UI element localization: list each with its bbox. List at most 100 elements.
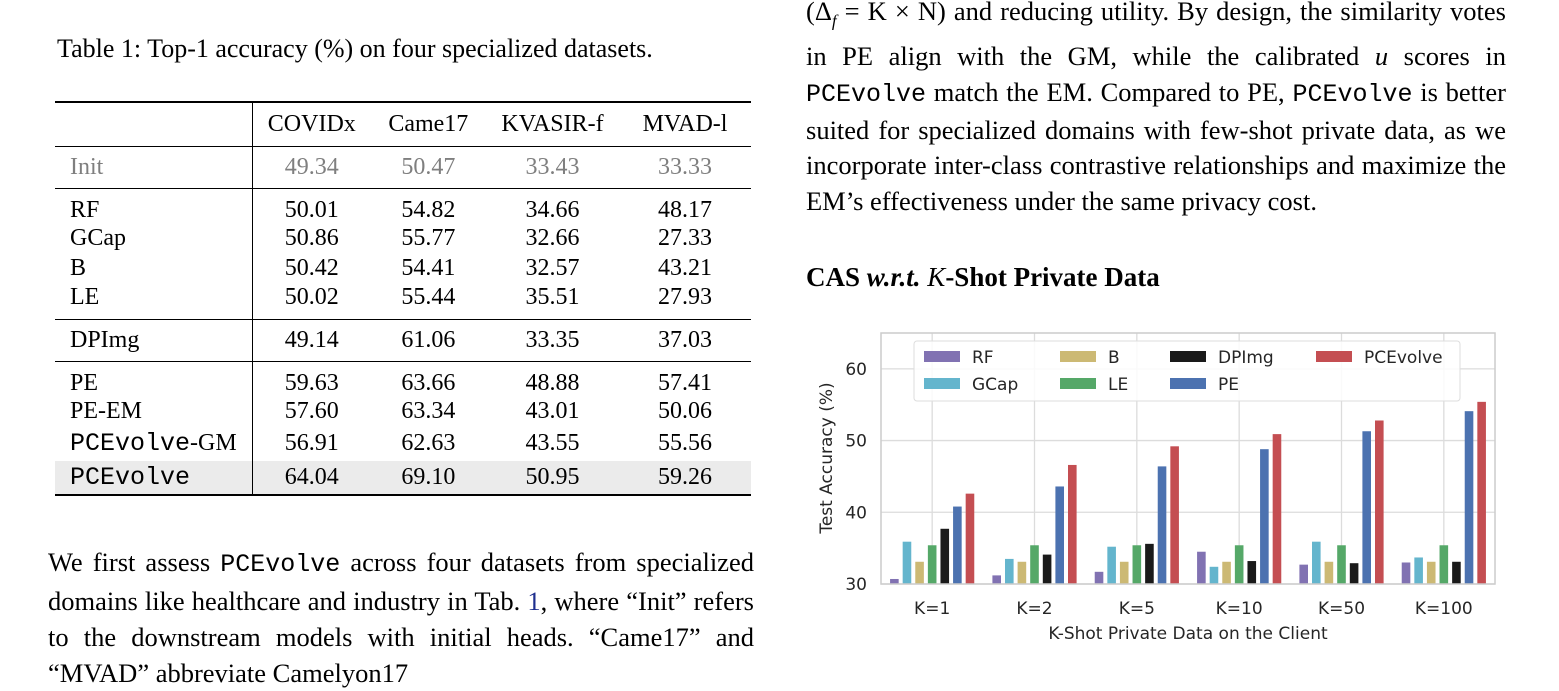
bar-rf-k2 — [992, 575, 1001, 584]
y-tick-label: 50 — [845, 432, 867, 452]
cell: 50.42 — [284, 255, 339, 281]
row-label: PCEvolve — [55, 460, 253, 495]
cell: 69.10 — [401, 463, 456, 490]
bar-dpimg-k1 — [940, 528, 950, 584]
bar-pcevolve-k1 — [965, 493, 975, 584]
cell: 48.88 — [525, 369, 580, 396]
bar-pe-k1 — [953, 506, 962, 584]
bar-le-k1 — [927, 545, 937, 584]
y-tick-label: 30 — [845, 575, 867, 595]
math-var: u — [1374, 41, 1389, 72]
bar-rf-k10 — [1197, 551, 1206, 584]
cell: 64.04 — [284, 463, 339, 490]
table-row: PE-EM 57.60 63.34 43.01 50.06 — [55, 396, 751, 427]
bar-b-k10 — [1222, 561, 1231, 584]
bar-rf-k1 — [890, 578, 899, 584]
cell: 50.06 — [658, 398, 713, 424]
x-tick-label: K=100 — [1415, 599, 1473, 619]
bar-gcap-k50 — [1312, 541, 1321, 584]
cell: 55.77 — [401, 225, 456, 251]
cell: 50.02 — [284, 283, 339, 310]
cell: 62.63 — [401, 430, 456, 456]
table-row-highlighted: PCEvolve 64.04 69.10 50.95 59.26 — [55, 460, 751, 495]
table-row: B 50.42 54.41 32.57 43.21 — [55, 253, 751, 284]
body-paragraph: We first assess PCEvolve across four dat… — [48, 544, 754, 691]
bar-pcevolve-k5 — [1170, 446, 1179, 584]
bar-rf-k100 — [1401, 562, 1411, 584]
cell: 27.93 — [658, 283, 713, 310]
table-row: PCEvolve-GM 56.91 62.63 43.55 55.56 — [55, 426, 751, 461]
legend-label: LE — [1108, 375, 1128, 395]
x-axis-label: K-Shot Private Data on the Client — [1048, 624, 1328, 644]
bar-pcevolve-k50 — [1375, 420, 1384, 584]
row-label: PE-EM — [55, 396, 253, 427]
row-label: B — [55, 253, 253, 284]
cell: 55.56 — [658, 430, 713, 456]
cell: 37.03 — [658, 326, 713, 353]
header-cell: COVIDx — [267, 110, 356, 137]
subscript: f — [831, 11, 837, 31]
bar-pe-k5 — [1157, 466, 1167, 584]
bar-dpimg-k2 — [1042, 554, 1052, 584]
chart-bars — [890, 401, 1486, 584]
legend-swatch — [1170, 378, 1206, 389]
bar-dpimg-k10 — [1247, 561, 1257, 584]
x-tick-label: K=50 — [1318, 599, 1365, 619]
cell: 54.41 — [401, 255, 456, 281]
legend-swatch — [1316, 351, 1352, 362]
plot-frame — [880, 332, 1496, 585]
table-caption: Table 1: Top-1 accuracy (%) on four spec… — [57, 34, 653, 63]
bar-pe-k10 — [1260, 449, 1269, 584]
bar-pcevolve-k100 — [1477, 401, 1486, 584]
y-tick-labels: 30 40 50 60 — [845, 360, 867, 595]
cell: 49.14 — [284, 326, 339, 353]
bar-pe-k50 — [1362, 431, 1371, 584]
bar-le-k5 — [1132, 545, 1142, 584]
bar-pcevolve-k10 — [1272, 434, 1282, 584]
accuracy-bar-chart: 30 40 50 60 K=1 K=2 K=5 K=10 K=50 K=100 Test Acc… — [817, 332, 1496, 644]
text-run: CAS — [806, 262, 867, 292]
text-run: is better suited for specialized domains… — [806, 76, 1506, 217]
table-row: DPImg 49.14 61.06 33.35 37.03 — [55, 319, 751, 361]
legend-label: GCap — [972, 375, 1018, 395]
row-label: RF — [55, 188, 253, 224]
bar-pcevolve-k2 — [1068, 464, 1077, 584]
bar-le-k10 — [1234, 545, 1244, 584]
y-tick-label: 60 — [845, 360, 867, 380]
table-ref-link[interactable]: 1 — [527, 586, 541, 616]
bar-dpimg-k100 — [1452, 561, 1461, 584]
method-name: PCEvolve — [1292, 79, 1413, 109]
chart-legend: RF GCap B LE DPImg PE PCEvolve — [913, 340, 1461, 402]
row-label: LE — [55, 283, 253, 319]
row-label: Init — [55, 146, 253, 188]
row-label: DPImg — [55, 319, 253, 361]
y-axis-label: Test Accuracy (%) — [817, 382, 837, 534]
text-run: -Shot Private Data — [945, 262, 1160, 292]
cell: 55.44 — [401, 283, 456, 310]
x-tick-label: K=5 — [1119, 599, 1155, 619]
cell: 32.57 — [525, 255, 580, 281]
header-cell: MVAD-l — [642, 110, 728, 137]
bar-b-k2 — [1017, 561, 1027, 584]
legend-swatch — [1060, 351, 1096, 362]
cell: 43.55 — [525, 430, 580, 456]
y-tick-label: 40 — [845, 503, 867, 523]
bar-pe-k2 — [1055, 486, 1064, 584]
right-paragraph: (Δf = K × N) and reducing utility. By de… — [806, 0, 1506, 220]
cell: 56.91 — [284, 430, 339, 456]
cell: 50.95 — [525, 463, 580, 490]
row-label: PE — [55, 361, 253, 397]
cell: 48.17 — [658, 196, 713, 223]
cell: 35.51 — [525, 283, 580, 310]
bar-le-k100 — [1439, 545, 1449, 584]
table-row: RF 50.01 54.82 34.66 48.17 — [55, 188, 751, 224]
bar-gcap-k10 — [1209, 566, 1219, 584]
cell: 61.06 — [401, 326, 456, 353]
x-tick-label: K=1 — [914, 599, 950, 619]
bar-dpimg-k5 — [1145, 543, 1154, 584]
legend-swatch — [924, 351, 960, 362]
bar-gcap-k1 — [902, 541, 912, 584]
x-tick-label: K=10 — [1216, 599, 1263, 619]
cell: 27.33 — [658, 225, 713, 251]
bar-b-k1 — [915, 561, 924, 584]
